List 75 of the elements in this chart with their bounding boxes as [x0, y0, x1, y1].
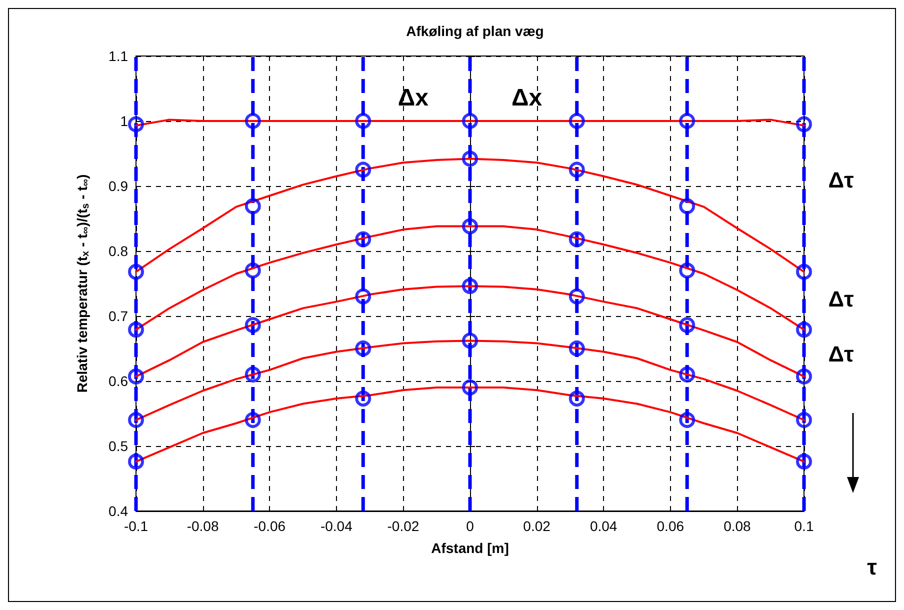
point [796, 116, 812, 132]
point [568, 231, 585, 248]
point [796, 454, 812, 470]
point [568, 340, 585, 356]
x-tick-label: -0.06 [254, 518, 286, 534]
point [796, 368, 812, 384]
line-series [135, 285, 805, 378]
x-tick-label: -0.1 [124, 518, 148, 534]
x-tick-label: -0.04 [320, 518, 353, 534]
point [128, 412, 144, 428]
point [462, 113, 478, 129]
annotation: Δx [398, 84, 430, 112]
annotation: Δx [511, 84, 543, 112]
point [244, 198, 261, 214]
point [244, 366, 261, 382]
line-series [135, 225, 805, 331]
point [568, 113, 585, 129]
point [355, 113, 372, 129]
point [355, 340, 372, 356]
point [568, 162, 585, 178]
point [568, 288, 585, 304]
point [796, 412, 812, 428]
x-tick-label: 0.06 [656, 518, 684, 534]
point [679, 262, 696, 278]
y-tick-label: 0.8 [108, 243, 128, 259]
x-tick-label: 0.02 [523, 518, 551, 534]
point [355, 390, 372, 407]
point [462, 380, 478, 396]
line-series [135, 158, 805, 273]
point [462, 218, 478, 234]
point [462, 278, 478, 294]
point [796, 264, 812, 280]
point [244, 262, 261, 278]
point [128, 368, 144, 384]
x-tick-label: 0.04 [590, 518, 618, 534]
point [679, 198, 696, 214]
x-tick-label: -0.08 [186, 518, 219, 534]
text: Δτ [828, 286, 854, 312]
y-tick-label: 1.1 [108, 48, 128, 64]
text: Δτ [828, 342, 854, 366]
point [679, 113, 696, 129]
point [244, 412, 261, 428]
text: Relativ temperatur (tx - t∞)/(ts - t∞) [74, 174, 92, 393]
point [244, 317, 261, 334]
point [796, 322, 812, 338]
text: Δτ [828, 168, 854, 192]
chart-title: Afkøling af plan væg [406, 23, 544, 39]
point [679, 366, 696, 382]
x-tick-label: -0.02 [387, 518, 420, 534]
text: τ [867, 554, 878, 580]
point [679, 317, 696, 334]
y-tick-label: 0.9 [108, 178, 128, 194]
y-tick-label: 0.6 [108, 373, 128, 389]
y-tick-label: 0.4 [108, 503, 128, 519]
x-tick-label: 0 [466, 518, 474, 534]
point [355, 231, 372, 248]
point [355, 288, 372, 304]
point [128, 454, 144, 470]
line-series [135, 340, 805, 421]
point [128, 322, 144, 338]
line-series [135, 386, 805, 463]
point [462, 332, 478, 349]
y-tick-label: 1 [120, 113, 128, 129]
y-tick-label: 0.5 [108, 438, 128, 454]
point [128, 264, 144, 280]
point [568, 390, 585, 407]
point [244, 113, 261, 129]
point [462, 150, 478, 167]
y-tick-label: 0.7 [108, 308, 128, 324]
point [128, 116, 144, 132]
x-tick-label: 0.1 [794, 518, 814, 534]
point [355, 162, 372, 178]
point [679, 412, 696, 428]
x-axis-title: Afstand [m] [431, 540, 509, 556]
x-tick-label: 0.08 [724, 518, 752, 534]
